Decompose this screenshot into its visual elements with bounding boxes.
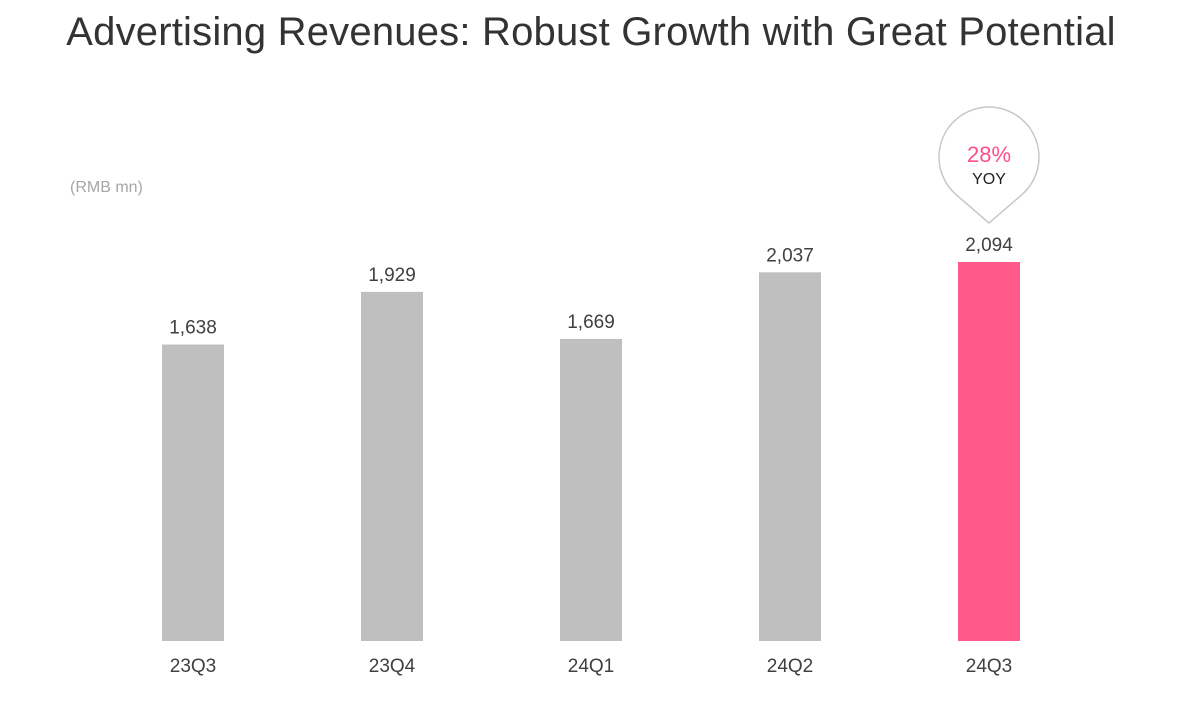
callout-bubble	[938, 106, 1040, 224]
value-label-24q1: 1,669	[567, 312, 615, 333]
category-label-24q2: 24Q2	[767, 656, 813, 677]
page-title: Advertising Revenues: Robust Growth with…	[66, 10, 1116, 54]
category-label-23q4: 23Q4	[369, 656, 416, 677]
category-label-24q3: 24Q3	[966, 656, 1012, 677]
category-label-24q1: 24Q1	[568, 656, 614, 677]
value-label-24q2: 2,037	[766, 245, 814, 266]
bar-23q4	[361, 291, 423, 641]
bar-24q2	[759, 272, 821, 641]
bar-24q1	[560, 338, 622, 641]
value-label-24q3: 2,094	[965, 235, 1013, 256]
yoy-callout: 28% YOY	[938, 106, 1040, 224]
callout-label: YOY	[972, 171, 1006, 188]
bars-group: 1,638 23Q3 1,929 23Q4 1,669 24Q1 2,037 24Q2 2,09…	[162, 235, 1020, 677]
unit-label: (RMB mn)	[70, 179, 143, 196]
value-label-23q3: 1,638	[169, 318, 217, 339]
bar-23q3	[162, 344, 224, 641]
category-label-23q3: 23Q3	[170, 656, 216, 677]
callout-percent: 28%	[967, 142, 1011, 167]
bar-24q3	[958, 262, 1020, 641]
value-label-23q4: 1,929	[368, 265, 416, 286]
